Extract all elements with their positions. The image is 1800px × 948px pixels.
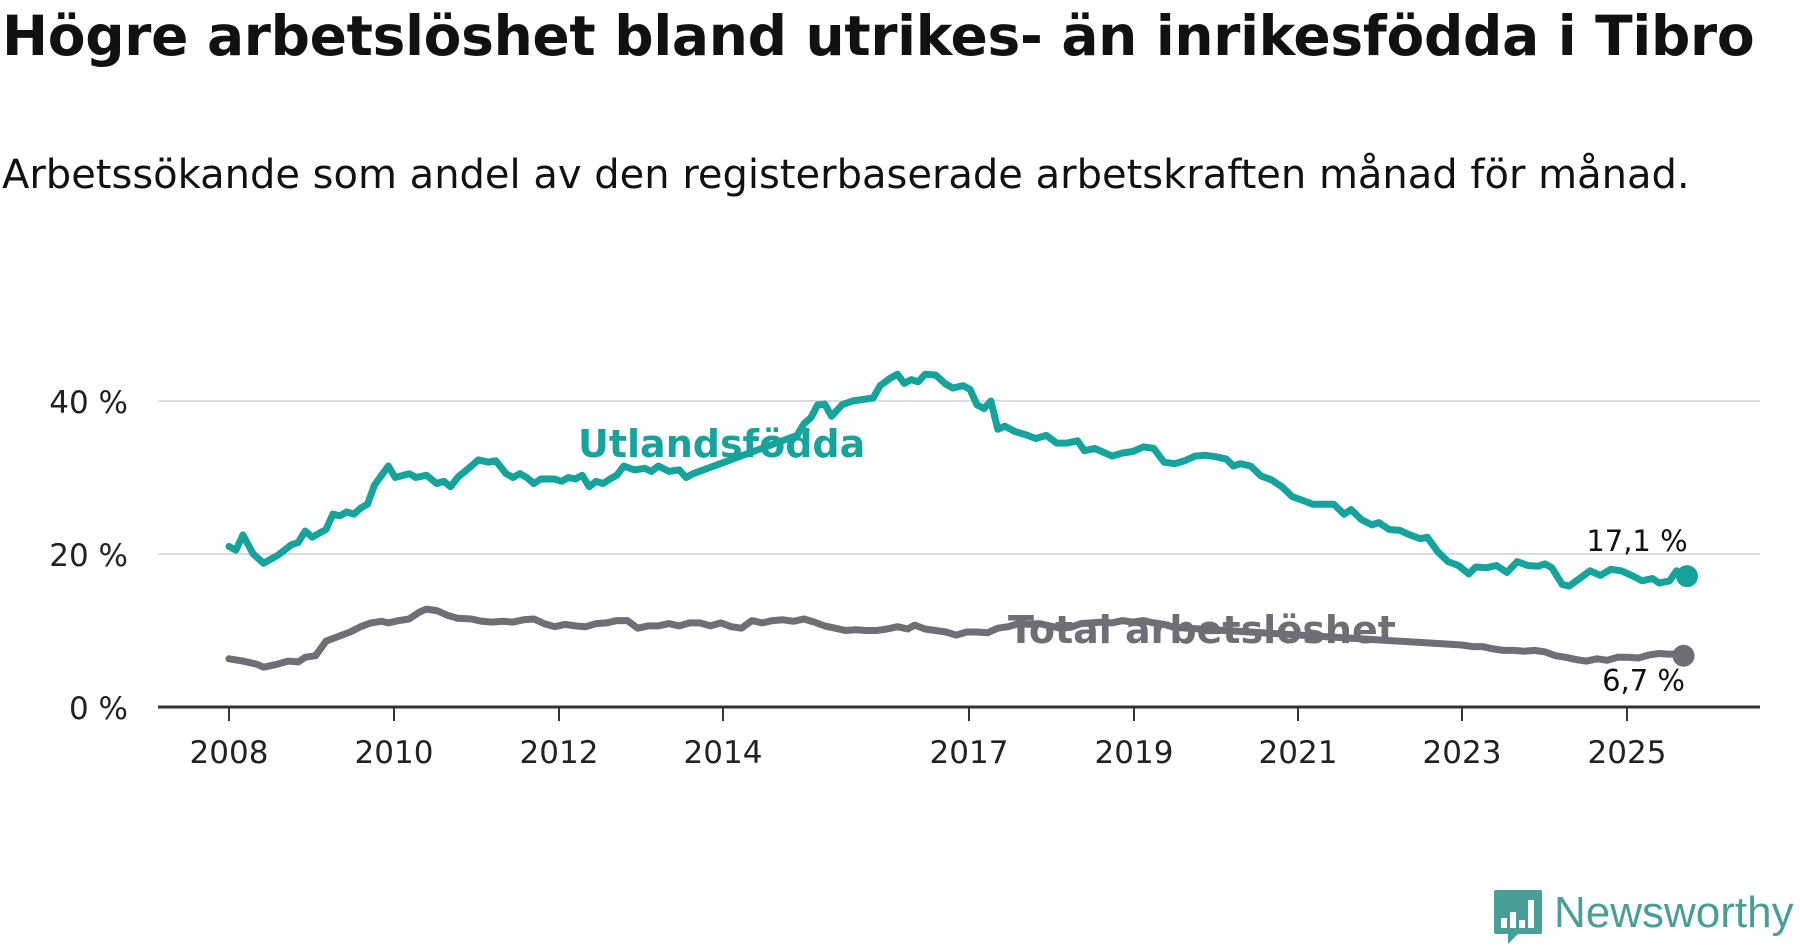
utlandsfodda-end-point bbox=[1676, 565, 1698, 588]
y-tick-label: 0 % bbox=[69, 691, 128, 727]
utlandsfodda-line bbox=[225, 370, 1691, 590]
x-tick-label: 2025 bbox=[1588, 735, 1667, 771]
utlandsfodda-series-label: Utlandsfödda bbox=[578, 422, 865, 466]
series-labels: 17,1 % 6,7 % Utlandsfödda Total arbetslöshe… bbox=[578, 422, 1688, 698]
x-tick-label: 2012 bbox=[520, 735, 599, 771]
utlandsfodda-end-value: 17,1 % bbox=[1586, 524, 1687, 558]
y-axis-labels: 0 % 20 % 40 % bbox=[49, 385, 128, 727]
x-tick-label: 2021 bbox=[1259, 735, 1338, 771]
chart-subtitle: Arbetssökande som andel av den registerb… bbox=[2, 152, 1690, 198]
total-line bbox=[225, 605, 1687, 671]
x-tick-label: 2019 bbox=[1095, 735, 1174, 771]
total-end-point bbox=[1672, 644, 1695, 667]
x-axis bbox=[158, 705, 1760, 721]
series-lines bbox=[225, 370, 1698, 671]
total-series-label: Total arbetslöshet bbox=[1008, 608, 1396, 652]
x-tick-label: 2008 bbox=[190, 735, 269, 771]
newsworthy-logo[interactable]: Newsworthy bbox=[1492, 888, 1794, 946]
x-tick-label: 2017 bbox=[930, 735, 1009, 771]
y-tick-label: 40 % bbox=[49, 385, 128, 421]
brand-name: Newsworthy bbox=[1554, 888, 1794, 937]
grid-lines bbox=[158, 400, 1760, 555]
y-tick-label: 20 % bbox=[49, 538, 128, 574]
x-axis-labels: 2008 2010 2012 2014 2017 2019 2021 2023 2025 bbox=[190, 735, 1667, 771]
total-end-value: 6,7 % bbox=[1602, 664, 1685, 698]
x-tick-label: 2014 bbox=[684, 735, 763, 771]
x-tick-label: 2010 bbox=[355, 735, 434, 771]
x-tick-label: 2023 bbox=[1423, 735, 1502, 771]
chart-title: Högre arbetslöshet bland utrikes- än inr… bbox=[2, 4, 1755, 68]
bar-chart-logo-icon bbox=[1494, 890, 1542, 944]
